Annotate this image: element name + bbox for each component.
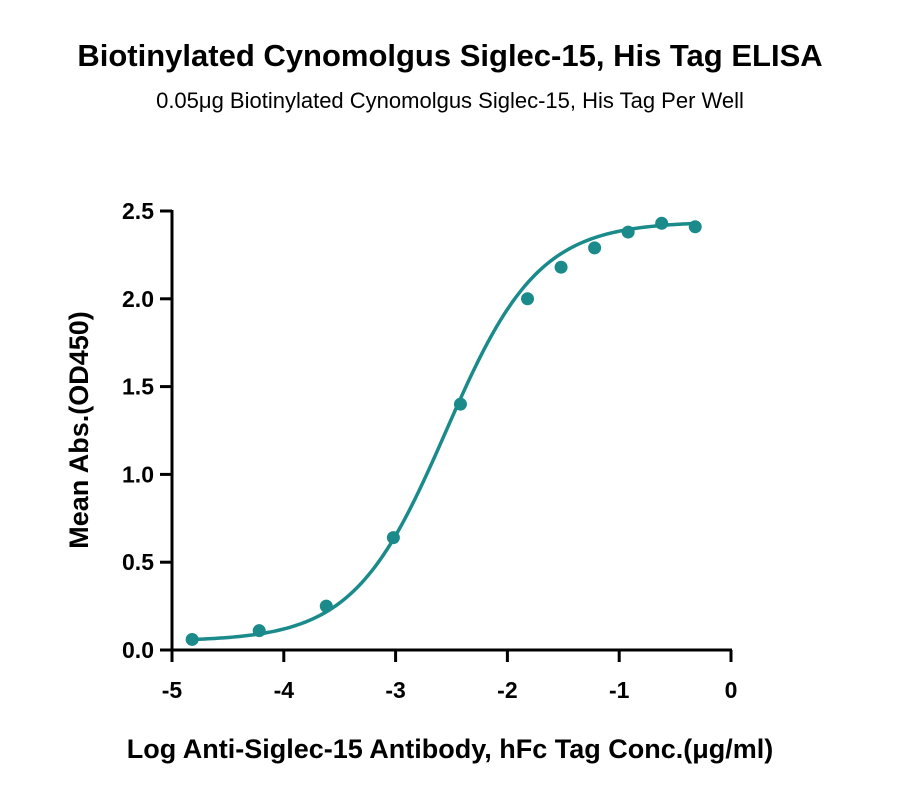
x-tick-label: -5	[162, 677, 183, 703]
data-point	[185, 632, 199, 646]
x-tick-label: 0	[725, 677, 738, 703]
y-tick-label: 0.0	[122, 637, 154, 663]
fit-curve	[192, 221, 696, 642]
data-point	[319, 599, 333, 613]
y-tick-label: 2.0	[122, 286, 154, 312]
x-tick-label: -4	[274, 677, 295, 703]
fit-curve-layer	[192, 221, 696, 642]
data-point	[655, 216, 669, 230]
data-point	[521, 292, 535, 306]
axes: 0.0 0.5 1.0 1.5 2.0 2.5 -5 -4 -3 -2 -1 0	[122, 198, 737, 703]
chart-subtitle: 0.05μg Biotinylated Cynomolgus Siglec-15…	[156, 88, 744, 113]
data-point	[588, 241, 602, 255]
x-tick-label: -1	[609, 677, 630, 703]
data-point	[252, 624, 266, 638]
y-tick-label: 0.5	[122, 549, 154, 575]
data-points-layer	[185, 216, 702, 646]
chart-title: Biotinylated Cynomolgus Siglec-15, His T…	[77, 38, 823, 73]
data-point	[688, 220, 702, 234]
data-point	[453, 397, 467, 411]
y-tick-label: 1.0	[122, 461, 154, 487]
data-point	[621, 225, 635, 239]
x-tick-label: -3	[385, 677, 405, 703]
data-point	[386, 531, 400, 545]
y-tick-label: 1.5	[122, 374, 154, 400]
x-axis-label: Log Anti-Siglec-15 Antibody, hFc Tag Con…	[127, 734, 774, 764]
data-point	[554, 260, 568, 274]
y-axis-label: Mean Abs.(OD450)	[64, 311, 94, 549]
x-tick-label: -2	[497, 677, 517, 703]
y-tick-label: 2.5	[122, 198, 154, 224]
